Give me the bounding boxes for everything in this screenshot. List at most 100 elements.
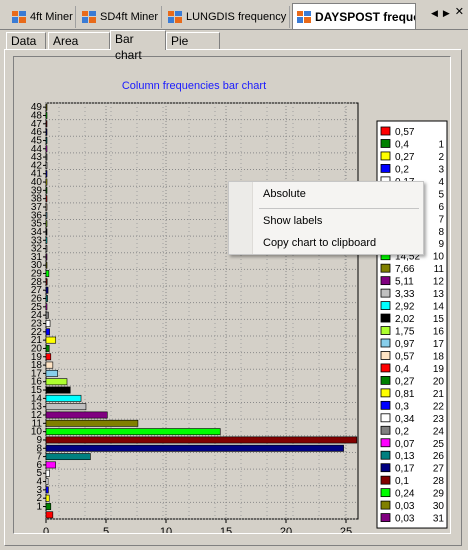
bar-35[interactable] xyxy=(45,220,48,228)
bar-21[interactable] xyxy=(45,336,57,344)
document-tab-strip: 4ft Miner SD4ft Miner LUNGDIS frequency … xyxy=(0,0,468,30)
bar-44[interactable] xyxy=(45,145,48,153)
legend-swatch xyxy=(380,450,391,460)
bar-17[interactable] xyxy=(45,369,58,377)
legend-label: 16 xyxy=(433,327,445,338)
legend-swatch xyxy=(380,338,391,348)
bar-1[interactable] xyxy=(45,503,52,510)
legend-label: 25 xyxy=(433,439,445,450)
bar-29[interactable] xyxy=(45,270,50,277)
bar-34[interactable] xyxy=(45,228,48,236)
tab-pie-chart[interactable]: Pie chart xyxy=(166,32,220,64)
bar-6[interactable] xyxy=(45,461,56,469)
bar-chart[interactable]: Column frequencies bar chart123456789101… xyxy=(14,57,450,533)
doc-tab-dayspost-frequency[interactable]: DAYSPOST freque xyxy=(292,3,416,29)
legend-label: 9 xyxy=(438,239,444,250)
bar-2[interactable] xyxy=(45,494,50,502)
bar-41[interactable] xyxy=(45,170,48,178)
bar-48[interactable] xyxy=(45,112,48,119)
bar-4[interactable] xyxy=(45,478,49,485)
bar-33[interactable] xyxy=(45,236,48,244)
legend-value: 0,97 xyxy=(395,339,415,350)
bar-38[interactable] xyxy=(45,195,48,203)
doc-tab-label: SD4ft Miner xyxy=(100,11,159,23)
doc-tab-lungdis-frequency[interactable]: LUNGDIS frequency xyxy=(164,6,290,28)
bar-5[interactable] xyxy=(45,469,50,477)
y-tick-label: 7 xyxy=(36,452,42,463)
y-tick-label: 23 xyxy=(31,318,43,329)
bar-26[interactable] xyxy=(45,295,48,302)
bar-8[interactable] xyxy=(45,444,344,452)
legend-swatch xyxy=(380,388,391,398)
bar-0[interactable] xyxy=(45,511,54,519)
bar-39[interactable] xyxy=(45,186,48,194)
y-tick-label: 21 xyxy=(31,335,43,346)
bar-32[interactable] xyxy=(45,245,48,253)
y-tick-label: 38 xyxy=(31,194,43,205)
legend-label: 27 xyxy=(433,464,445,475)
bar-22[interactable] xyxy=(45,328,50,336)
y-tick-label: 28 xyxy=(31,277,43,288)
legend-value: 1,75 xyxy=(395,327,415,338)
legend-swatch xyxy=(380,500,391,510)
y-tick-label: 9 xyxy=(36,435,42,446)
bar-30[interactable] xyxy=(45,261,48,269)
bar-36[interactable] xyxy=(45,211,48,219)
bar-47[interactable] xyxy=(45,120,48,128)
legend-value: 0,17 xyxy=(395,464,415,475)
bar-45[interactable] xyxy=(45,137,48,144)
tab-data[interactable]: Data xyxy=(6,32,46,50)
chart-area[interactable]: Column frequencies bar chart 1 2 3 4 5 6 7 8 9 10 1… xyxy=(13,56,451,534)
bar-13[interactable] xyxy=(45,403,87,411)
legend-value: 0,2 xyxy=(395,426,409,437)
legend-label: 10 xyxy=(433,252,445,263)
menu-item-absolute[interactable]: Absolute xyxy=(263,188,306,200)
y-tick-label: 1 xyxy=(36,502,42,513)
y-tick-label: 40 xyxy=(31,177,43,188)
legend-value: 5,11 xyxy=(395,277,414,288)
bar-10[interactable] xyxy=(45,428,221,436)
bar-43[interactable] xyxy=(45,153,48,161)
y-tick-label: 45 xyxy=(31,135,43,146)
bar-37[interactable] xyxy=(45,203,48,211)
y-tick-label: 22 xyxy=(31,327,43,338)
doc-tab-4ft-miner[interactable]: 4ft Miner xyxy=(8,6,76,28)
y-tick-label: 44 xyxy=(31,144,43,155)
menu-item-copy-chart[interactable]: Copy chart to clipboard xyxy=(263,237,377,249)
bar-23[interactable] xyxy=(45,320,51,327)
bar-15[interactable] xyxy=(45,386,71,394)
bar-25[interactable] xyxy=(45,303,48,311)
close-icon[interactable]: ✕ xyxy=(454,6,464,18)
y-tick-label: 17 xyxy=(31,368,43,379)
bar-40[interactable] xyxy=(45,178,48,186)
bar-18[interactable] xyxy=(45,361,54,369)
bar-3[interactable] xyxy=(45,486,49,494)
scroll-left-icon[interactable]: ◀ xyxy=(430,8,438,18)
bar-19[interactable] xyxy=(45,353,52,361)
bar-49[interactable] xyxy=(45,103,48,111)
bar-chart-page: Column frequencies bar chart 1 2 3 4 5 6 7 8 9 10 1… xyxy=(4,49,462,546)
bar-24[interactable] xyxy=(45,311,49,319)
bar-31[interactable] xyxy=(45,253,48,261)
doc-tab-sd4ft-miner[interactable]: SD4ft Miner xyxy=(78,6,162,28)
bar-9[interactable] xyxy=(45,436,358,444)
legend-swatch xyxy=(380,164,391,173)
legend-label: 24 xyxy=(433,426,445,437)
bar-42[interactable] xyxy=(45,161,48,169)
bar-7[interactable] xyxy=(45,453,91,461)
bar-27[interactable] xyxy=(45,286,49,294)
scroll-right-icon[interactable]: ▶ xyxy=(442,8,450,18)
tab-area-chart[interactable]: Area chart xyxy=(48,32,110,64)
legend-swatch xyxy=(380,151,391,161)
bar-12[interactable] xyxy=(45,411,108,419)
doc-tab-label: 4ft Miner xyxy=(30,11,73,23)
bar-46[interactable] xyxy=(45,128,48,136)
bar-28[interactable] xyxy=(45,278,48,286)
menu-item-show-labels[interactable]: Show labels xyxy=(263,215,323,227)
tab-bar-chart[interactable]: Bar chart xyxy=(110,30,166,62)
bar-16[interactable] xyxy=(45,378,68,386)
bar-14[interactable] xyxy=(45,394,82,402)
y-tick-label: 46 xyxy=(31,127,43,138)
bar-11[interactable] xyxy=(45,419,139,427)
bar-20[interactable] xyxy=(45,345,50,352)
